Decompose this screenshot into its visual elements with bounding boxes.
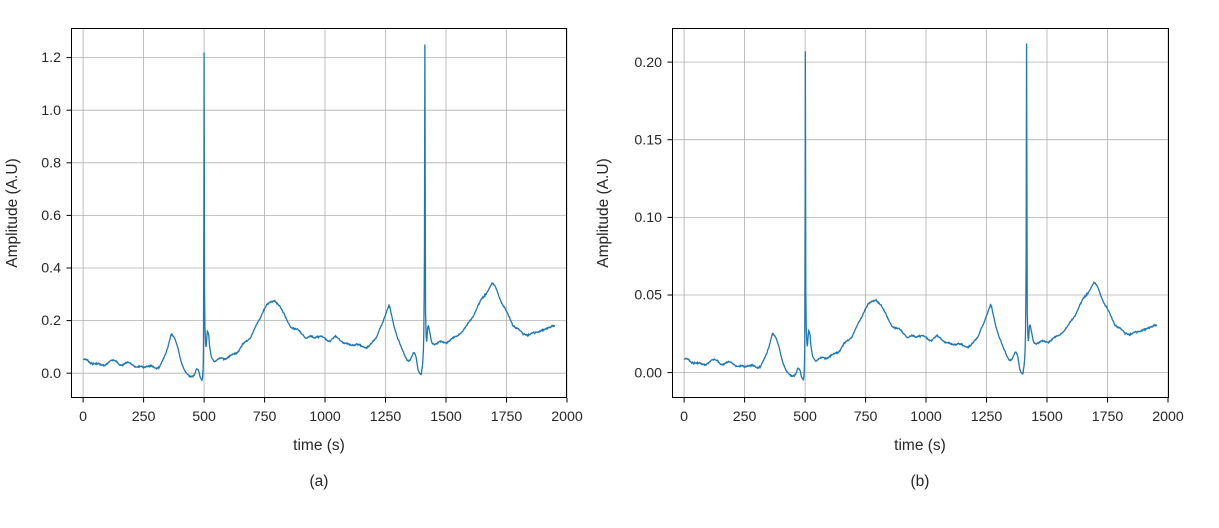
svg-text:500: 500 <box>192 409 216 425</box>
svg-text:0.2: 0.2 <box>41 313 61 329</box>
svg-text:0.4: 0.4 <box>41 261 61 277</box>
svg-text:750: 750 <box>253 409 277 425</box>
svg-text:0.6: 0.6 <box>41 208 61 224</box>
svg-text:750: 750 <box>854 409 878 425</box>
svg-text:1000: 1000 <box>910 409 942 425</box>
svg-text:2000: 2000 <box>551 409 583 425</box>
svg-text:1250: 1250 <box>971 409 1003 425</box>
svg-text:0.8: 0.8 <box>41 155 61 171</box>
svg-text:0.15: 0.15 <box>634 132 662 148</box>
svg-text:250: 250 <box>733 409 757 425</box>
svg-text:1.2: 1.2 <box>41 50 61 66</box>
svg-text:Amplitude (A.U): Amplitude (A.U) <box>595 158 612 267</box>
svg-text:1750: 1750 <box>1092 409 1124 425</box>
svg-text:0.10: 0.10 <box>634 210 662 226</box>
svg-text:1500: 1500 <box>430 409 462 425</box>
svg-text:1.0: 1.0 <box>41 103 61 119</box>
svg-text:500: 500 <box>793 409 817 425</box>
svg-text:0.0: 0.0 <box>41 366 61 382</box>
svg-text:1000: 1000 <box>309 409 341 425</box>
svg-text:1500: 1500 <box>1031 409 1063 425</box>
svg-text:Amplitude (A.U): Amplitude (A.U) <box>4 158 21 267</box>
svg-text:0.05: 0.05 <box>634 288 662 304</box>
svg-text:0.20: 0.20 <box>634 55 662 71</box>
svg-text:(b): (b) <box>911 473 930 490</box>
svg-text:1750: 1750 <box>491 409 523 425</box>
svg-text:1250: 1250 <box>370 409 402 425</box>
svg-text:(a): (a) <box>310 473 329 490</box>
svg-text:time (s): time (s) <box>293 437 345 454</box>
svg-text:0: 0 <box>79 409 87 425</box>
svg-text:2000: 2000 <box>1152 409 1184 425</box>
svg-text:0.00: 0.00 <box>634 365 662 381</box>
svg-text:250: 250 <box>132 409 156 425</box>
svg-text:0: 0 <box>680 409 688 425</box>
svg-text:time (s): time (s) <box>894 437 946 454</box>
